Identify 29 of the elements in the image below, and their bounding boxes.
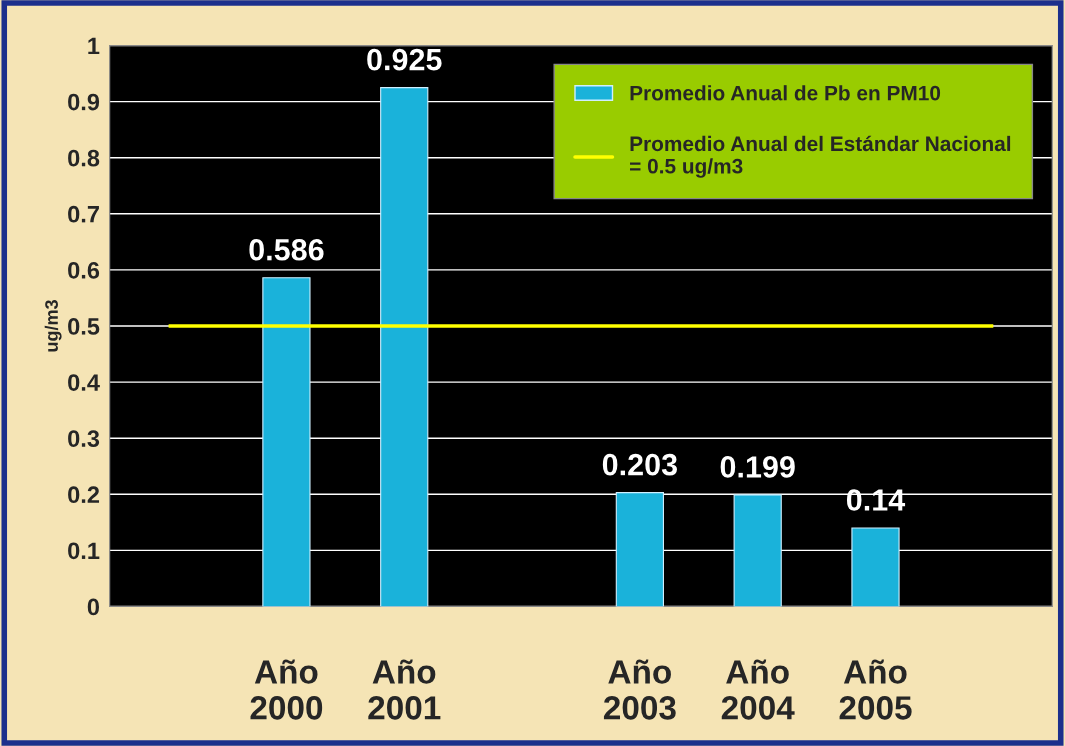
- bar: [615, 492, 664, 607]
- y-axis-title: ug/m3: [44, 300, 62, 352]
- y-tick-label: 0.7: [68, 205, 99, 223]
- y-tick-label: 0.2: [68, 486, 100, 504]
- data-label: 0.925: [367, 48, 442, 71]
- y-tick-label: 0.6: [68, 261, 100, 279]
- bar: [380, 87, 429, 607]
- bar: [733, 494, 782, 607]
- data-label: 0.14: [846, 489, 906, 511]
- bar: [262, 277, 311, 607]
- data-label: 0.203: [602, 453, 677, 476]
- y-tick-label: 0: [87, 598, 100, 616]
- data-label: 0.199: [720, 456, 795, 478]
- data-label: 0.586: [249, 238, 324, 261]
- x-tick-label: Año 2005: [839, 659, 912, 720]
- x-tick-label: Año 2001: [368, 659, 441, 720]
- bar: [851, 527, 900, 607]
- x-tick-label: Año 2004: [721, 659, 795, 720]
- legend-label: Promedio Anual de Pb en PM10: [630, 85, 941, 101]
- y-tick-label: 0.5: [68, 318, 100, 335]
- y-tick-label: 0.4: [68, 374, 100, 391]
- x-tick-label: Año 2003: [603, 659, 676, 720]
- y-tick-label: 0.1: [68, 542, 100, 560]
- y-tick-label: 0.9: [68, 93, 100, 111]
- y-tick-label: 0.8: [68, 149, 100, 167]
- x-tick-label: Año 2000: [250, 659, 323, 720]
- legend-label: Promedio Anual del Estándar Nacional = 0.5 ug/m3: [630, 135, 1011, 178]
- y-tick-label: 0.3: [68, 430, 100, 448]
- y-tick-label: 1: [88, 37, 100, 55]
